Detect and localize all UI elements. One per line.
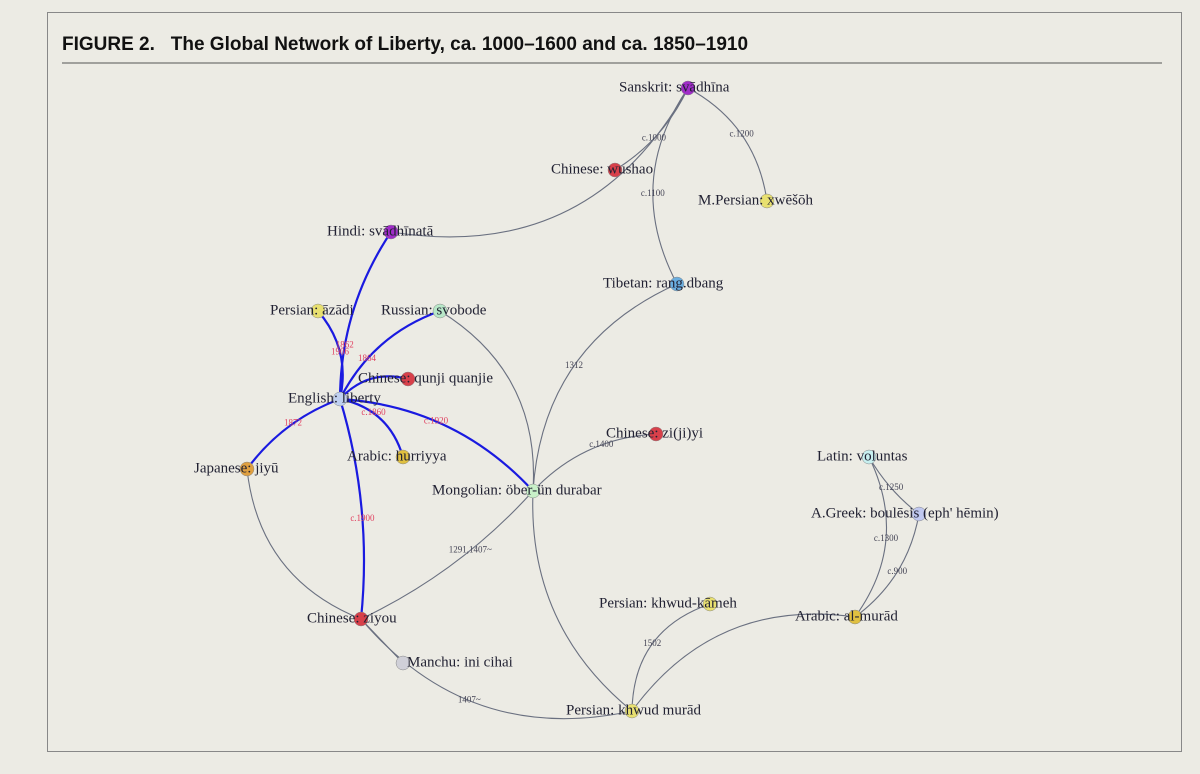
node-label: Chinese: qunji quanjie <box>358 370 493 386</box>
node-dot <box>702 596 718 612</box>
edge-label: 1291,1407~ <box>449 545 492 555</box>
edge <box>439 310 535 492</box>
edge <box>360 618 633 720</box>
node-label: Persian: khwud-kāmeh <box>599 595 737 611</box>
edge-label: 1864 <box>358 353 377 363</box>
edge-label: 1312 <box>565 360 583 370</box>
node-label: Chinese: wushao <box>551 161 653 177</box>
node-label: Persian: āzādi <box>270 302 354 318</box>
edge <box>854 513 920 618</box>
edge <box>631 613 856 712</box>
node-dot <box>400 371 416 387</box>
edge <box>360 490 534 620</box>
node-label: Manchu: ini cihai <box>407 654 513 670</box>
node-label: Chinese: ziyou <box>307 610 397 626</box>
edge <box>339 397 405 458</box>
node-dot <box>395 655 411 671</box>
edge <box>246 468 362 620</box>
edge-label: c.900 <box>887 566 907 576</box>
edge-label: c.1250 <box>879 482 904 492</box>
edge-label: c.1100 <box>641 188 665 198</box>
edge <box>338 398 366 620</box>
node-label: Latin: voluntas <box>817 448 908 464</box>
node-dot <box>861 449 877 465</box>
node-dot <box>911 506 927 522</box>
node-dot <box>395 449 411 465</box>
node-label: Mongolian: öber-ün durabar <box>432 482 602 498</box>
node-dot <box>607 162 623 178</box>
edge-label: 1872 <box>284 418 302 428</box>
node-dot <box>624 703 640 719</box>
edge <box>631 603 711 712</box>
edge <box>532 433 657 492</box>
node-dot <box>239 461 255 477</box>
node-label: Russian: svobode <box>381 302 487 318</box>
node-label: A.Greek: boulēsis (eph' hēmin) <box>811 505 999 521</box>
edge <box>317 310 344 400</box>
edge-label: c.1200 <box>730 129 755 139</box>
node-dot <box>432 303 448 319</box>
edge <box>390 87 689 238</box>
node-dot <box>759 193 775 209</box>
node-dot <box>847 609 863 625</box>
edge <box>339 309 441 400</box>
edge <box>854 456 888 618</box>
edge <box>687 87 768 202</box>
edge <box>339 375 409 400</box>
edge-label: 1407~ <box>458 695 481 705</box>
node-label: English: liberty <box>288 390 381 406</box>
node-dot <box>332 391 348 407</box>
edge-label: c.1000 <box>642 133 667 143</box>
node-label: Persian: khwud murād <box>566 702 701 718</box>
edge <box>532 490 633 712</box>
edge-label: c.1860 <box>361 407 386 417</box>
node-dot <box>669 276 685 292</box>
edge-label: 1906 <box>331 346 350 356</box>
edge <box>532 283 678 492</box>
edge <box>339 397 534 492</box>
node-dot <box>310 303 326 319</box>
node-label: M.Persian: xwēšōh <box>698 192 813 208</box>
node-label: Arabic: hurriyya <box>347 448 447 464</box>
edge-label: 1862 <box>336 340 354 350</box>
edge-label: 1502 <box>643 638 661 648</box>
node-dot <box>353 611 369 627</box>
node-dot <box>680 80 696 96</box>
node-label: Hindi: svādhīnatā <box>327 223 434 239</box>
node-label: Tibetan: rang.dbang <box>603 275 724 291</box>
node-dot <box>383 224 399 240</box>
frame <box>47 12 1182 752</box>
edge-label: c.1400 <box>589 439 614 449</box>
node-label: Japanese: jiyū <box>194 460 279 476</box>
figure-title: FIGURE 2. The Global Network of Liberty,… <box>62 34 748 55</box>
edge-label: c.1920 <box>424 415 449 425</box>
edge <box>246 397 341 470</box>
node-dot <box>525 483 541 499</box>
edge <box>338 231 392 400</box>
node-dot <box>648 426 664 442</box>
node-label: Arabic: al-murād <box>795 608 898 624</box>
node-label: Sanskrit: svādhīna <box>619 79 730 95</box>
edge-label: c.1900 <box>350 513 375 523</box>
edge-label: c.1300 <box>874 533 899 543</box>
node-label: Chinese: zi(ji)yi <box>606 425 703 441</box>
